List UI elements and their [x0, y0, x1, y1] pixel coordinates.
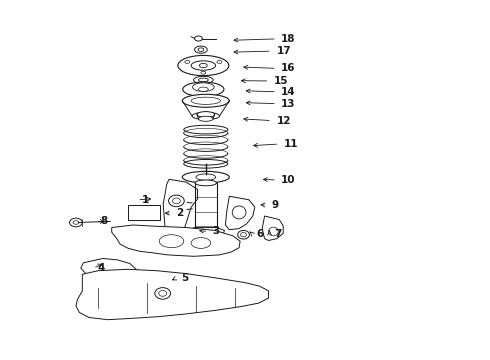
- Ellipse shape: [134, 211, 139, 215]
- Text: 12: 12: [276, 116, 291, 126]
- Ellipse shape: [198, 48, 204, 51]
- Polygon shape: [112, 225, 240, 256]
- Ellipse shape: [183, 82, 224, 96]
- Ellipse shape: [241, 233, 246, 237]
- Ellipse shape: [191, 61, 216, 70]
- Ellipse shape: [198, 78, 208, 82]
- Text: 4: 4: [98, 263, 105, 273]
- Text: 13: 13: [281, 99, 296, 109]
- Polygon shape: [163, 179, 197, 233]
- Text: 16: 16: [281, 63, 296, 73]
- Ellipse shape: [201, 71, 206, 74]
- Ellipse shape: [70, 218, 82, 227]
- Ellipse shape: [184, 125, 228, 134]
- Text: 18: 18: [281, 34, 296, 44]
- Ellipse shape: [199, 63, 207, 68]
- Bar: [128, 205, 160, 220]
- Ellipse shape: [178, 55, 229, 76]
- Text: 17: 17: [276, 46, 291, 56]
- Ellipse shape: [182, 171, 229, 183]
- Ellipse shape: [143, 209, 151, 216]
- Text: 1: 1: [142, 195, 149, 205]
- Polygon shape: [262, 216, 283, 240]
- Polygon shape: [81, 258, 136, 282]
- Text: 5: 5: [181, 273, 188, 283]
- Ellipse shape: [198, 116, 213, 121]
- Ellipse shape: [195, 180, 217, 186]
- Polygon shape: [76, 269, 269, 320]
- Text: 11: 11: [284, 139, 298, 149]
- Ellipse shape: [194, 76, 213, 84]
- Ellipse shape: [184, 159, 228, 168]
- Ellipse shape: [193, 83, 214, 91]
- Ellipse shape: [192, 112, 220, 120]
- Text: 6: 6: [257, 229, 264, 239]
- Ellipse shape: [269, 227, 278, 236]
- Ellipse shape: [185, 60, 190, 63]
- Ellipse shape: [196, 174, 216, 180]
- Ellipse shape: [191, 97, 220, 104]
- Polygon shape: [225, 196, 255, 230]
- Ellipse shape: [159, 291, 167, 296]
- Text: 10: 10: [281, 175, 296, 185]
- Ellipse shape: [238, 230, 249, 239]
- Ellipse shape: [217, 60, 222, 63]
- Ellipse shape: [159, 235, 184, 248]
- Ellipse shape: [73, 221, 79, 224]
- Ellipse shape: [155, 288, 171, 299]
- Ellipse shape: [169, 195, 184, 207]
- Text: 2: 2: [176, 208, 183, 218]
- Ellipse shape: [232, 206, 246, 219]
- Ellipse shape: [172, 198, 180, 204]
- Text: 14: 14: [281, 87, 296, 97]
- Ellipse shape: [197, 112, 215, 117]
- Ellipse shape: [195, 46, 207, 53]
- Text: 15: 15: [274, 76, 289, 86]
- Ellipse shape: [198, 87, 208, 91]
- Text: 7: 7: [274, 229, 281, 239]
- Ellipse shape: [195, 36, 202, 41]
- Text: 9: 9: [271, 200, 279, 210]
- Polygon shape: [187, 228, 224, 235]
- Text: 3: 3: [213, 226, 220, 237]
- Ellipse shape: [131, 208, 141, 217]
- Text: 8: 8: [100, 216, 107, 226]
- Ellipse shape: [191, 238, 211, 248]
- Ellipse shape: [182, 94, 229, 107]
